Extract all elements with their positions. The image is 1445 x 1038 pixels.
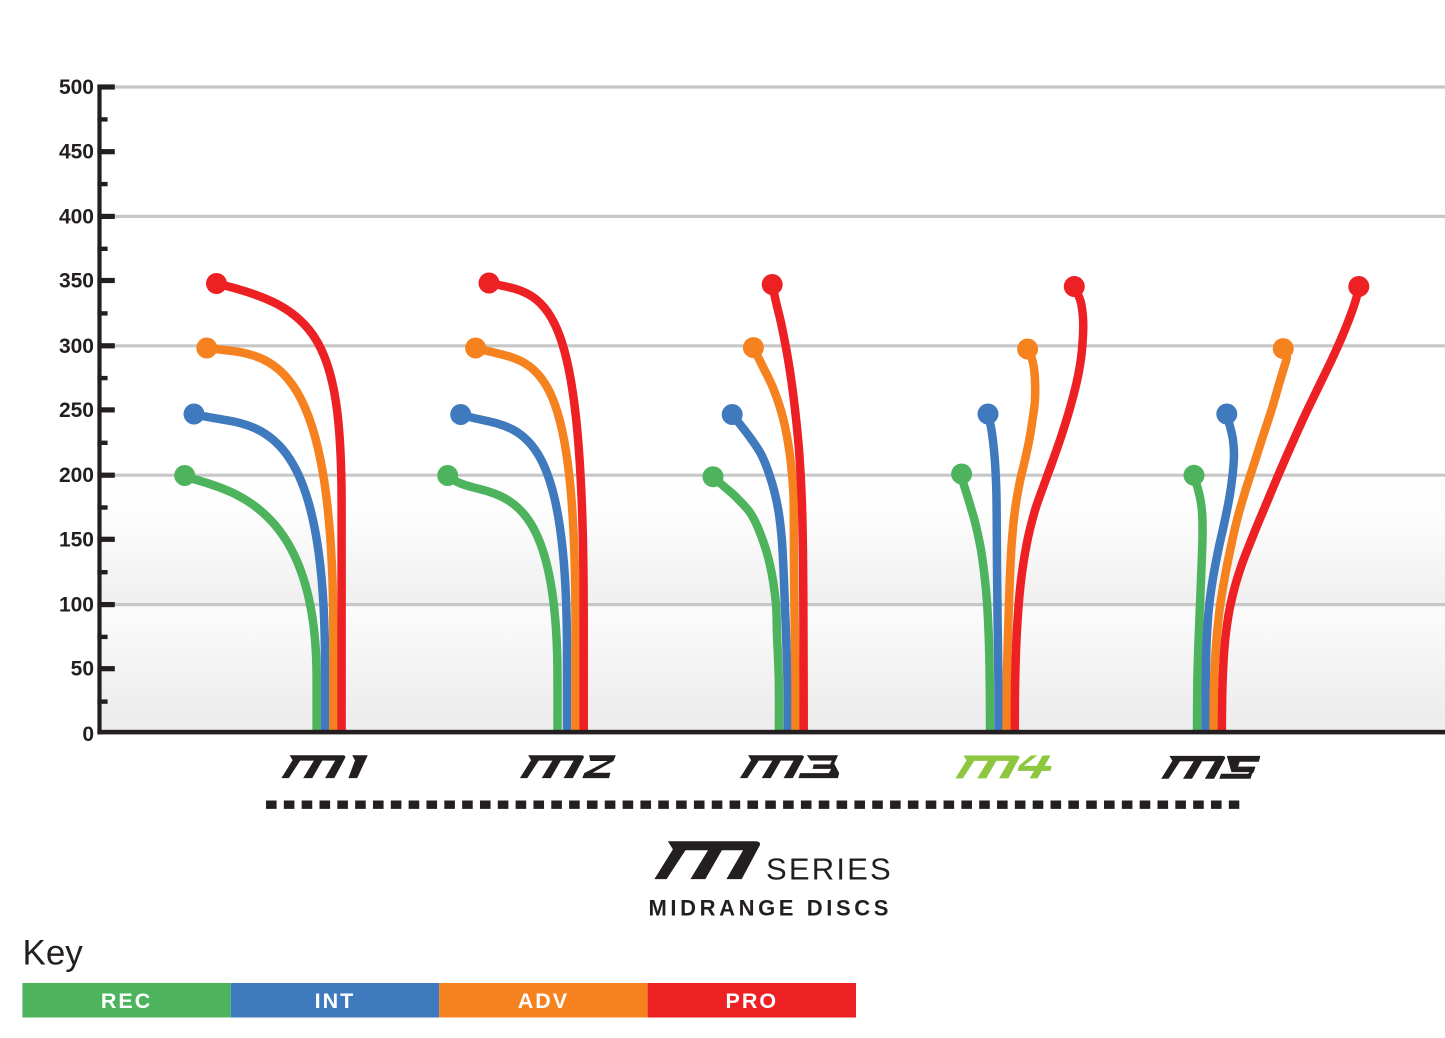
svg-text:100: 100	[59, 594, 94, 617]
svg-text:50: 50	[71, 658, 94, 681]
svg-text:PRO: PRO	[726, 989, 779, 1013]
svg-text:0: 0	[82, 723, 94, 746]
svg-text:400: 400	[59, 205, 94, 228]
svg-text:REC: REC	[101, 989, 152, 1013]
svg-text:MIDRANGE DISCS: MIDRANGE DISCS	[649, 896, 893, 921]
svg-text:300: 300	[59, 335, 94, 358]
svg-text:450: 450	[59, 141, 94, 164]
svg-text:500: 500	[59, 76, 94, 99]
svg-text:SERIES: SERIES	[766, 851, 893, 886]
svg-text:150: 150	[59, 528, 94, 551]
svg-text:200: 200	[59, 464, 94, 487]
svg-text:INT: INT	[315, 989, 356, 1013]
svg-text:250: 250	[59, 399, 94, 422]
svg-text:350: 350	[59, 270, 94, 293]
svg-text:Key: Key	[23, 934, 84, 973]
svg-text:ADV: ADV	[518, 989, 569, 1013]
